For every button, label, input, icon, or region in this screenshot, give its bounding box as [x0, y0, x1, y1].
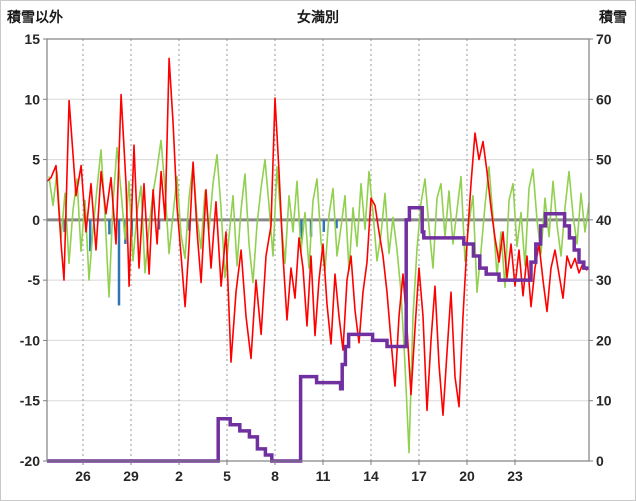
x-tick-label: 20	[459, 468, 475, 484]
x-tick-label: 11	[316, 468, 331, 484]
plot-border	[46, 38, 590, 462]
y-left-tick-label: 5	[32, 152, 40, 168]
blue-bar	[157, 219, 161, 230]
y-right-tick-label: 40	[596, 212, 612, 228]
y-right-tick-label: 30	[596, 272, 612, 288]
x-tick-label: 23	[507, 468, 523, 484]
y-left-tick-label: -20	[20, 453, 40, 469]
y-right-tick-label: 50	[596, 152, 612, 168]
red-line	[46, 57, 588, 417]
x-tick-label: 29	[123, 468, 139, 484]
y-left-tick-label: -10	[20, 332, 40, 348]
y-left-tick-label: 15	[24, 31, 40, 47]
x-tick-label: 5	[223, 468, 231, 484]
blue-bar	[88, 219, 92, 252]
x-tick-label: 26	[75, 468, 91, 484]
blue-bar	[108, 219, 111, 235]
blue-bar	[117, 219, 121, 306]
y-left-tick-label: 10	[24, 91, 40, 107]
x-tick-label: 14	[363, 468, 379, 484]
x-tick-label: 8	[271, 468, 279, 484]
y-right-tick-label: 10	[596, 393, 612, 409]
x-tick-label: 2	[175, 468, 183, 484]
blue-bar	[300, 219, 303, 240]
green-line	[48, 139, 590, 454]
right-axis-title: 積雪	[599, 9, 627, 25]
y-left-tick-label: -5	[28, 272, 41, 288]
y-right-tick-label: 70	[596, 31, 612, 47]
y-right-tick-label: 0	[596, 453, 604, 469]
left-axis-title: 積雪以外	[7, 9, 63, 25]
y-left-tick-label: -15	[20, 393, 40, 409]
y-right-tick-label: 60	[596, 91, 612, 107]
y-left-tick-label: 0	[32, 212, 40, 228]
y-right-tick-label: 20	[596, 332, 612, 348]
chart-title: 女満別	[297, 9, 339, 25]
x-tick-label: 17	[411, 468, 427, 484]
purple-step-line	[47, 206, 589, 463]
blue-bar	[63, 219, 66, 232]
blue-bar	[322, 219, 326, 232]
blue-bar	[335, 219, 338, 229]
